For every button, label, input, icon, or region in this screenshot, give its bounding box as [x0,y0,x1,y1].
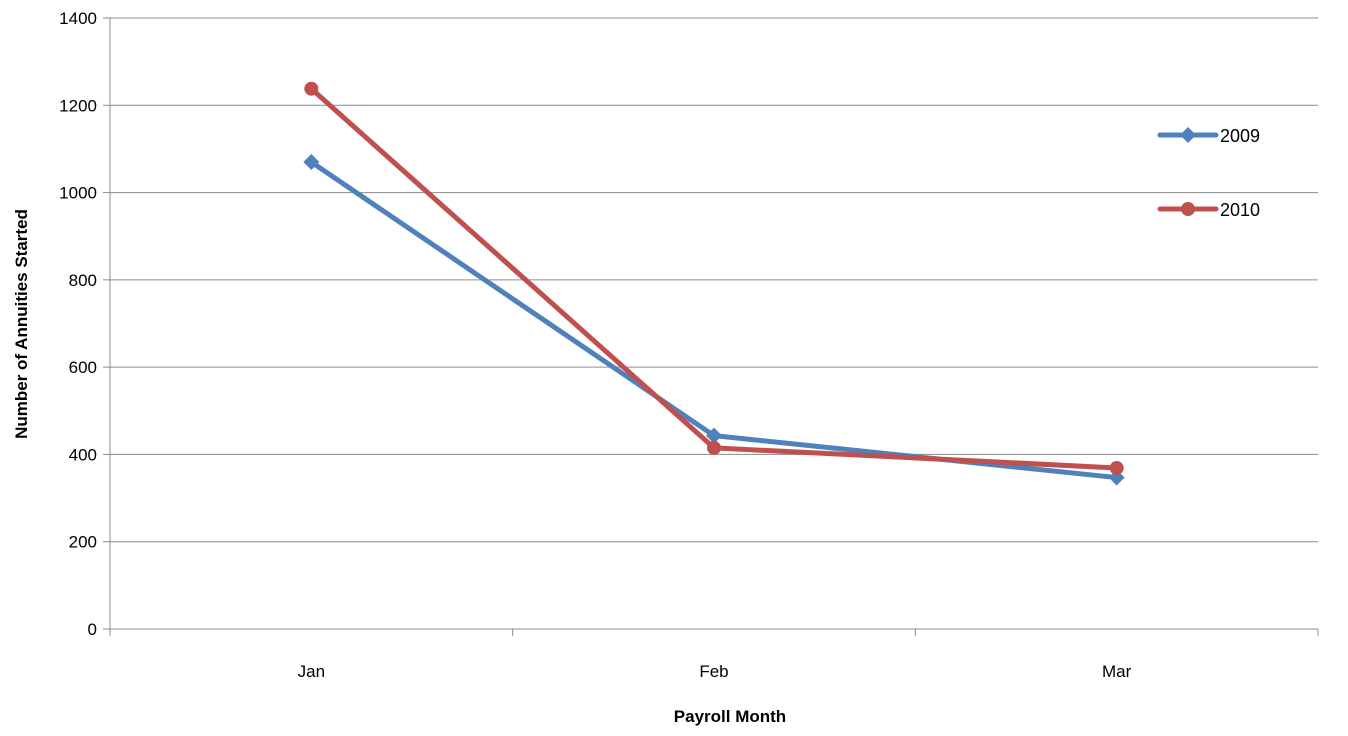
x-axis-ticks: Jan Feb Mar [109,629,1319,681]
series-2010 [304,81,1124,475]
x-axis-title: Payroll Month [674,707,786,726]
legend-marker-2010 [1181,202,1195,216]
gridlines [110,17,1318,543]
y-tick-label-400: 400 [69,445,97,464]
axes [109,18,1318,630]
legend-label-2009: 2009 [1220,126,1260,146]
x-tick-label-jan: Jan [298,662,325,681]
data-point-2009-jan [303,154,320,171]
legend-entry-2009: 2009 [1157,126,1260,146]
y-tick-label-1000: 1000 [59,184,97,203]
legend: 2009 2010 [1157,126,1260,220]
y-tick-label-1400: 1400 [59,9,97,28]
legend-entry-2010: 2010 [1157,200,1260,220]
y-axis-title: Number of Annuities Started [12,209,31,439]
series-2009 [303,154,1125,486]
legend-label-2010: 2010 [1220,200,1260,220]
series-line-2010 [308,86,1120,471]
data-point-2010-jan [304,81,319,96]
x-tick-label-feb: Feb [699,662,728,681]
y-tick-label-200: 200 [69,533,97,552]
y-tick-label-800: 800 [69,271,97,290]
data-point-2009-feb [706,427,722,444]
series-group [303,81,1125,486]
y-tick-label-1200: 1200 [59,96,97,115]
data-point-2010-mar [1109,460,1124,475]
data-point-2010-feb [707,440,721,455]
y-tick-label-0: 0 [88,620,97,639]
legend-marker-2009 [1180,127,1196,143]
x-tick-label-mar: Mar [1102,662,1132,681]
y-tick-label-600: 600 [69,358,97,377]
y-axis-ticks: 0 200 400 600 800 1000 1200 1400 [59,9,110,639]
